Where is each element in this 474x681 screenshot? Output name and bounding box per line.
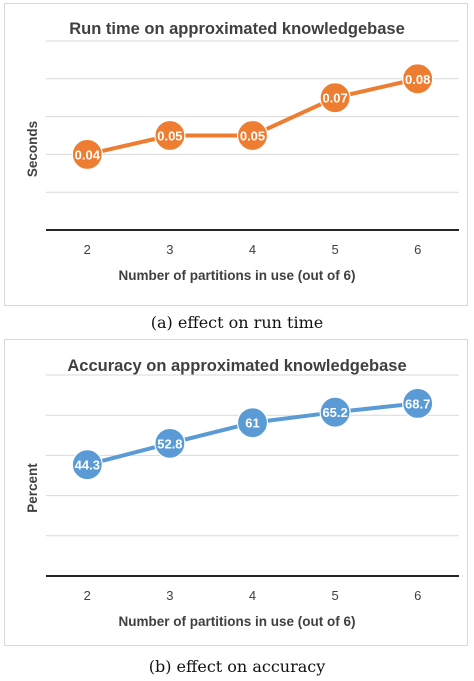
- data-point: [71, 138, 103, 170]
- x-tick-label: 5: [331, 588, 338, 603]
- accuracy-chart-caption: (b) effect on accuracy: [148, 657, 326, 676]
- x-tick-label: 2: [84, 588, 91, 603]
- runtime-chart-panel: Run time on approximated knowledgebase 2 3…: [4, 3, 468, 306]
- data-point: [319, 82, 351, 114]
- data-point: [154, 427, 186, 459]
- x-tick-label: 4: [249, 588, 256, 603]
- y-axis-label: Seconds: [25, 121, 40, 177]
- x-tick-label: 3: [166, 588, 173, 603]
- data-point: [236, 119, 269, 152]
- x-tick-label: 2: [84, 242, 91, 257]
- chart-title: Accuracy on approximated knowledgebase: [67, 357, 406, 375]
- data-label: 0.05: [240, 129, 265, 144]
- x-axis-label: Number of partitions in use (out of 6): [119, 614, 356, 629]
- runtime-chart: Run time on approximated knowledgebase 2 3…: [25, 20, 459, 283]
- data-point: [236, 407, 269, 439]
- x-tick-label: 6: [414, 588, 421, 603]
- data-point: [319, 396, 351, 428]
- x-tick-label: 4: [249, 242, 256, 257]
- data-label: 65.2: [322, 405, 347, 420]
- data-label: 0.05: [157, 129, 182, 144]
- accuracy-chart-panel: Accuracy on approximated knowledgebase 2 3…: [4, 339, 468, 646]
- data-point: [402, 387, 434, 419]
- data-label: 68.7: [405, 396, 430, 411]
- data-label: 0.08: [405, 72, 430, 87]
- accuracy-chart: Accuracy on approximated knowledgebase 2 3…: [25, 357, 459, 629]
- y-axis-label: Percent: [25, 463, 40, 513]
- x-tick-label: 3: [166, 242, 173, 257]
- data-label: 0.07: [322, 91, 347, 106]
- data-point: [154, 119, 186, 152]
- chart-title: Run time on approximated knowledgebase: [69, 20, 405, 38]
- x-tick-label: 6: [414, 242, 421, 257]
- data-label: 52.8: [157, 436, 182, 451]
- data-point: [402, 63, 434, 95]
- x-tick-label: 5: [331, 242, 338, 257]
- data-label: 61: [245, 416, 259, 431]
- data-label: 44.3: [75, 458, 100, 473]
- data-label: 0.04: [75, 147, 101, 162]
- x-axis-label: Number of partitions in use (out of 6): [119, 268, 356, 283]
- data-point: [71, 449, 103, 481]
- runtime-chart-caption: (a) effect on run time: [150, 313, 324, 332]
